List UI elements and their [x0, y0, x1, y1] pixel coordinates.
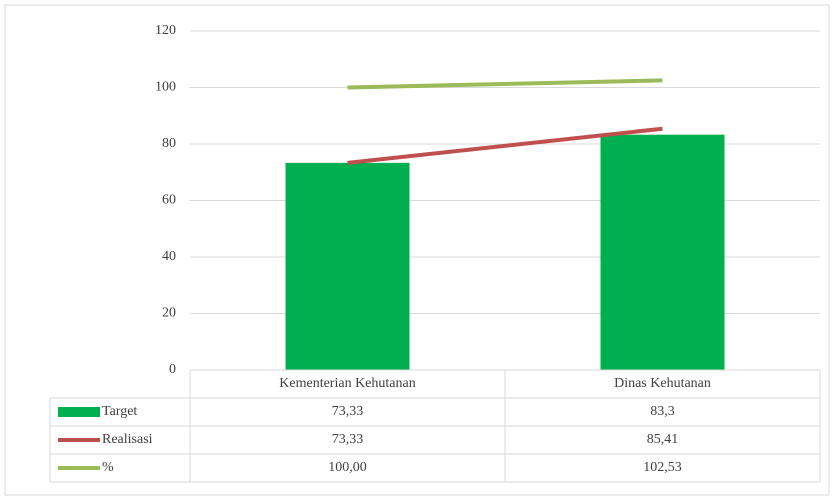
- bar: [285, 162, 410, 370]
- table-value: 73,33: [332, 404, 364, 419]
- bar: [600, 134, 725, 370]
- x-tick-label: Kementerian Kehutanan: [279, 376, 415, 391]
- line: [347, 78, 663, 90]
- table-value: 73,33: [332, 432, 364, 447]
- legend-key: [58, 407, 100, 417]
- y-tick-label: 0: [169, 362, 176, 377]
- y-tick-label: 60: [162, 193, 176, 208]
- table-value: 100,00: [328, 460, 367, 475]
- y-tick-label: 100: [155, 80, 176, 95]
- y-tick-label: 120: [155, 23, 176, 38]
- legend-label: Target: [102, 404, 137, 419]
- y-tick-label: 40: [162, 249, 176, 264]
- y-tick-label: 80: [162, 136, 176, 151]
- y-tick-label: 20: [162, 306, 176, 321]
- table-value: 102,53: [643, 460, 682, 475]
- table-value: 85,41: [647, 432, 679, 447]
- line: [347, 126, 663, 165]
- legend-label: Realisasi: [102, 432, 153, 447]
- x-tick-label: Dinas Kehutanan: [614, 376, 711, 391]
- table-value: 83,3: [650, 404, 675, 419]
- legend-label: %: [102, 460, 114, 475]
